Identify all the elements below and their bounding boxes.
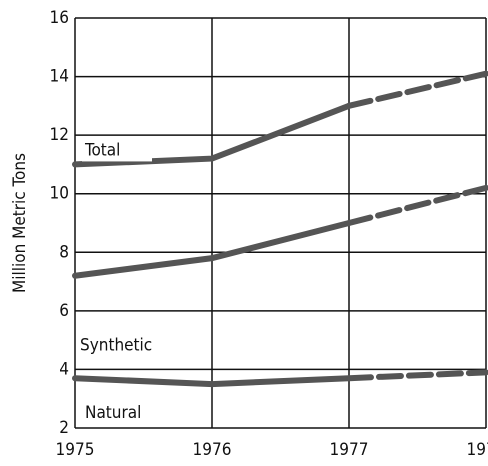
series-line — [72, 102, 352, 168]
x-tick-label: 1975 — [56, 440, 95, 460]
y-axis-label: Million Metric Tons — [10, 153, 30, 293]
label-bg — [82, 402, 152, 425]
y-tick-label: 2 — [59, 418, 69, 438]
x-tick-label: 1977 — [330, 440, 369, 460]
y-tick-label: 4 — [59, 359, 69, 379]
label-bg — [82, 139, 152, 162]
series-line — [72, 375, 352, 388]
label-bg — [77, 334, 173, 357]
y-tick-label: 6 — [59, 301, 69, 321]
y-tick-label: 8 — [59, 242, 69, 262]
series-label: Total — [84, 140, 120, 160]
y-tick-label: 14 — [50, 67, 69, 87]
x-tick-label: 1976 — [193, 440, 232, 460]
y-tick-label: 10 — [50, 184, 69, 204]
series-line — [346, 70, 488, 109]
series-line — [346, 184, 488, 226]
y-tick-label: 12 — [50, 125, 69, 145]
series-line — [346, 369, 488, 382]
series-label: Synthetic — [80, 336, 152, 356]
series-label: Natural — [85, 403, 141, 423]
series-line — [72, 220, 352, 279]
x-tick-label: 1978 — [467, 440, 488, 460]
y-tick-label: 16 — [50, 8, 69, 28]
